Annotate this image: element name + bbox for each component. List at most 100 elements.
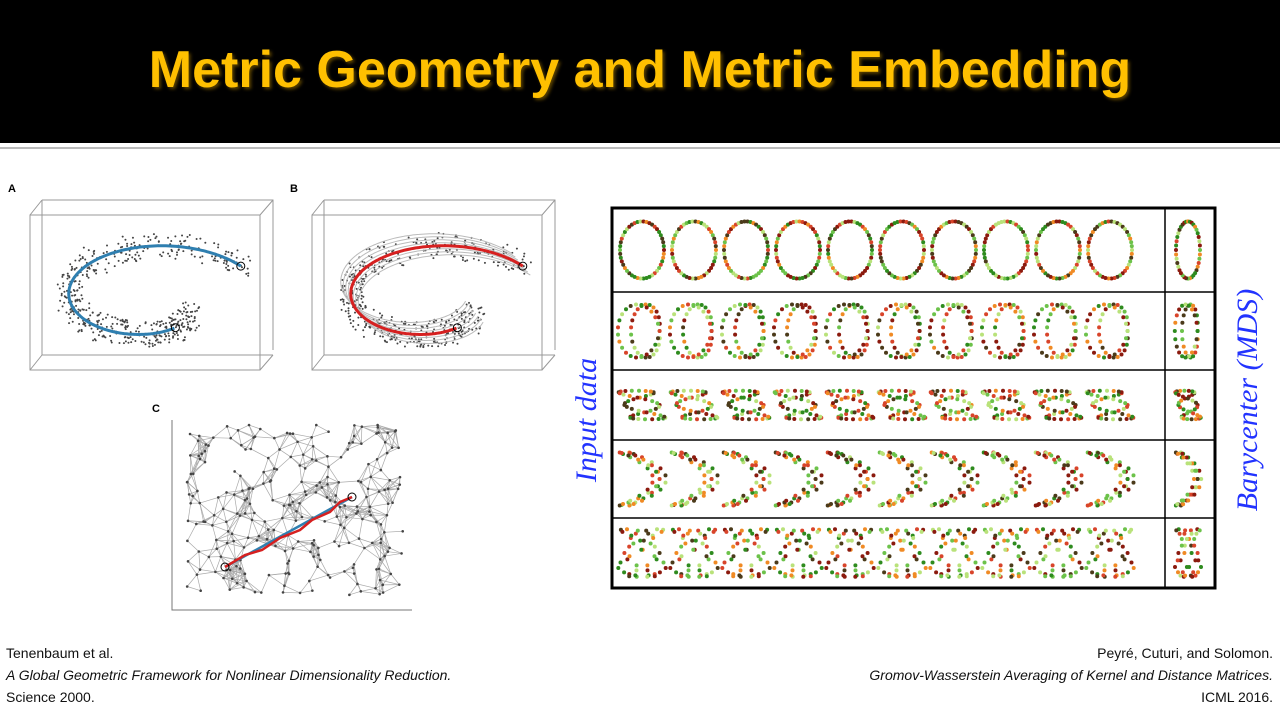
data-point [80, 330, 83, 333]
shape-dot [1034, 251, 1039, 256]
graph-edge [356, 506, 371, 514]
graph-edge [199, 435, 214, 439]
shape-dot [751, 303, 756, 307]
shape-dot [929, 391, 934, 396]
shape-dot [703, 536, 708, 540]
shape-dot [683, 502, 688, 506]
graph-edge [370, 514, 382, 525]
shape-dot [734, 318, 739, 323]
shape-dot [658, 262, 663, 267]
graph-node [278, 448, 281, 451]
data-point [170, 248, 173, 251]
shape-dot [813, 404, 817, 409]
graph-edge [226, 492, 235, 495]
shape-dot [1059, 355, 1064, 360]
graph-edge [283, 592, 301, 594]
shape-dot [1021, 551, 1026, 555]
shape-dot [838, 339, 843, 344]
shape-dot [967, 527, 971, 532]
shape-dot [1185, 396, 1190, 401]
shape-dot [1001, 388, 1005, 393]
graph-node [318, 481, 322, 484]
shape-dot [726, 266, 731, 270]
data-point [189, 320, 192, 323]
shape-dot [797, 457, 802, 462]
shape-dot [899, 355, 904, 359]
shape-dot [839, 541, 844, 546]
data-point [65, 296, 68, 299]
shape-dot [946, 302, 950, 307]
shape-dot [860, 412, 865, 416]
shape-dot [818, 414, 823, 419]
shape-dot [1179, 498, 1184, 503]
shape-dot [843, 307, 848, 312]
shape-dot [754, 480, 759, 485]
data-point [68, 276, 71, 279]
graph-node [386, 487, 390, 491]
graph-edge [235, 547, 245, 560]
shape-dot [969, 266, 974, 270]
shape-dot [738, 568, 743, 573]
shape-dot [830, 266, 835, 270]
data-point [173, 318, 176, 321]
shape-dot [941, 325, 946, 330]
shape-dot [998, 563, 1003, 568]
shape-dot [1072, 336, 1076, 341]
shape-dot [992, 354, 997, 358]
shape-dot [957, 466, 962, 471]
shape-dot [836, 498, 841, 503]
shape-dot [788, 312, 793, 317]
shape-dot [643, 417, 647, 422]
shape-dot [983, 259, 988, 264]
graph-edge [287, 563, 289, 573]
graph-node [381, 314, 384, 317]
shape-dot [1070, 484, 1075, 489]
shape-dot [938, 399, 943, 404]
shape-dot [1131, 480, 1136, 485]
shape-dot [740, 408, 745, 413]
shape-dot [913, 342, 918, 347]
shape-dot [786, 339, 791, 344]
shape-dot [969, 329, 974, 333]
shape-dot [891, 416, 896, 421]
shape-dot [847, 355, 852, 359]
graph-node [275, 468, 279, 471]
shape-dot [709, 266, 714, 270]
shape-dot [962, 417, 967, 422]
graph-edge [282, 516, 303, 519]
graph-edge [237, 430, 242, 446]
graph-node [388, 478, 392, 482]
data-point [247, 272, 250, 275]
shape-dot [678, 399, 683, 404]
endpoint [220, 562, 230, 572]
shape-dot [975, 480, 980, 485]
graph-node [339, 455, 343, 459]
graph-edge [187, 540, 200, 552]
shape-dot [1046, 318, 1051, 323]
graph-node [388, 546, 391, 550]
shape-dot [1093, 557, 1098, 562]
shape-dot [833, 557, 838, 562]
shape-dot [986, 230, 991, 234]
data-point [78, 322, 81, 325]
shape-dot [997, 453, 1002, 458]
graph-edge [234, 494, 248, 499]
shape-dot [1005, 276, 1010, 281]
graph-edge [226, 531, 229, 544]
data-point [99, 330, 102, 333]
shape-dot [817, 244, 822, 249]
shape-dot [1070, 309, 1075, 314]
graph-edge [349, 591, 361, 596]
shape-dot [943, 397, 948, 402]
data-point [149, 238, 152, 241]
data-point [90, 327, 93, 330]
shape-dot [857, 460, 862, 465]
data-point [176, 251, 179, 254]
shape-dot [648, 541, 653, 546]
graph-edge [380, 538, 390, 549]
shape-dot [1067, 305, 1072, 310]
graph-edge [296, 494, 307, 512]
shape-dot [1052, 412, 1057, 416]
shape-dot [708, 321, 712, 326]
shape-dot [959, 303, 964, 307]
